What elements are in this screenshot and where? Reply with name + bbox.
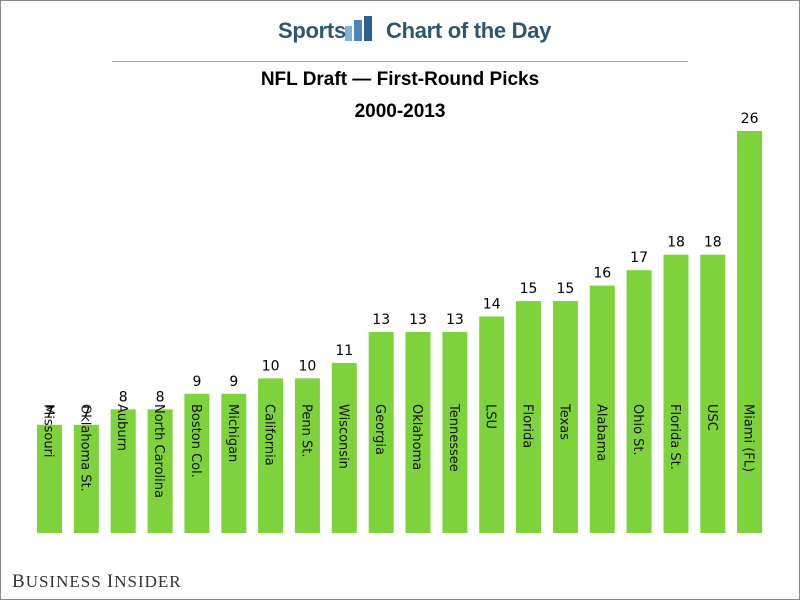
footer-brand-text: BUSINESS INSIDER	[12, 571, 182, 592]
bar-tennessee	[442, 332, 468, 533]
value-label-ohio-st: 17	[630, 250, 648, 266]
value-label-alabama: 16	[593, 266, 611, 282]
value-label-north-carolina: 8	[156, 389, 165, 405]
category-label-texas: Texas	[556, 403, 571, 440]
value-label-florida: 15	[520, 281, 538, 297]
chart-subtitle: 2000-2013	[354, 101, 446, 122]
value-label-boston-col: 9	[192, 374, 201, 390]
category-label-missouri: Missouri	[41, 404, 56, 458]
bar-california	[258, 378, 284, 533]
value-label-miami-fl: 26	[741, 111, 759, 127]
bar-chart-icon	[345, 16, 372, 41]
bar-north-carolina	[147, 409, 173, 533]
value-label-georgia: 13	[372, 312, 390, 328]
category-label-florida-st: Florida St.	[667, 404, 682, 470]
bar-lsu	[479, 316, 505, 533]
bar-usc	[700, 254, 726, 533]
bar-auburn	[110, 409, 136, 533]
value-label-texas: 15	[556, 281, 574, 297]
chart-header: Sports Chart of the Day	[0, 14, 800, 62]
bar-wisconsin	[331, 362, 357, 533]
chart-title: NFL Draft — First-Round Picks	[260, 69, 540, 90]
category-label-wisconsin: Wisconsin	[335, 404, 350, 469]
bar-oklahoma-st	[73, 424, 99, 533]
category-label-miami-fl: Miami (FL)	[741, 404, 756, 472]
header-sports-label: Sports	[278, 18, 346, 43]
category-label-usc: USC	[704, 404, 719, 431]
category-label-florida: Florida	[520, 404, 535, 448]
category-label-oklahoma-st: Oklahoma St.	[77, 404, 92, 492]
bar-miami-fl	[737, 131, 763, 533]
value-label-michigan: 9	[229, 374, 238, 390]
bar-florida	[516, 301, 541, 533]
bar-michigan	[221, 393, 247, 533]
bar-boston-col	[184, 393, 210, 533]
value-label-wisconsin: 11	[335, 343, 353, 359]
value-label-penn-st: 10	[298, 358, 316, 374]
bar-ohio-st	[626, 270, 652, 533]
value-label-tennessee: 13	[446, 312, 464, 328]
value-label-oklahoma: 13	[409, 312, 427, 328]
category-label-boston-col: Boston Col.	[188, 404, 203, 478]
bar-florida-st	[663, 254, 689, 533]
category-label-north-carolina: North Carolina	[151, 404, 166, 498]
header-divider	[112, 61, 688, 62]
value-label-lsu: 14	[483, 297, 501, 313]
header-chart-of-the-day-label: Chart of the Day	[386, 18, 552, 43]
bar-georgia	[368, 332, 394, 533]
bar-alabama	[589, 285, 615, 533]
category-label-michigan: Michigan	[225, 404, 240, 462]
bar-missouri	[37, 424, 62, 533]
category-label-auburn: Auburn	[114, 404, 129, 451]
value-label-california: 10	[262, 358, 280, 374]
category-label-alabama: Alabama	[593, 404, 608, 461]
value-label-florida-st: 18	[667, 235, 685, 251]
bar-oklahoma	[405, 332, 431, 533]
bar-texas	[552, 301, 578, 533]
value-label-usc: 18	[704, 235, 722, 251]
category-label-oklahoma: Oklahoma	[409, 404, 424, 470]
category-label-ohio-st: Ohio St.	[630, 404, 645, 456]
business-insider-logo: BUSINESS INSIDER	[12, 571, 182, 593]
category-label-penn-st: Penn St.	[298, 404, 313, 457]
bar-penn-st	[294, 378, 320, 533]
category-label-california: California	[262, 404, 277, 466]
value-label-oklahoma-st: 7	[82, 405, 91, 421]
category-label-georgia: Georgia	[372, 404, 387, 455]
value-label-auburn: 8	[119, 389, 128, 405]
category-label-tennessee: Tennessee	[446, 403, 461, 472]
value-label-missouri: 7	[45, 405, 54, 421]
category-label-lsu: LSU	[483, 404, 498, 429]
